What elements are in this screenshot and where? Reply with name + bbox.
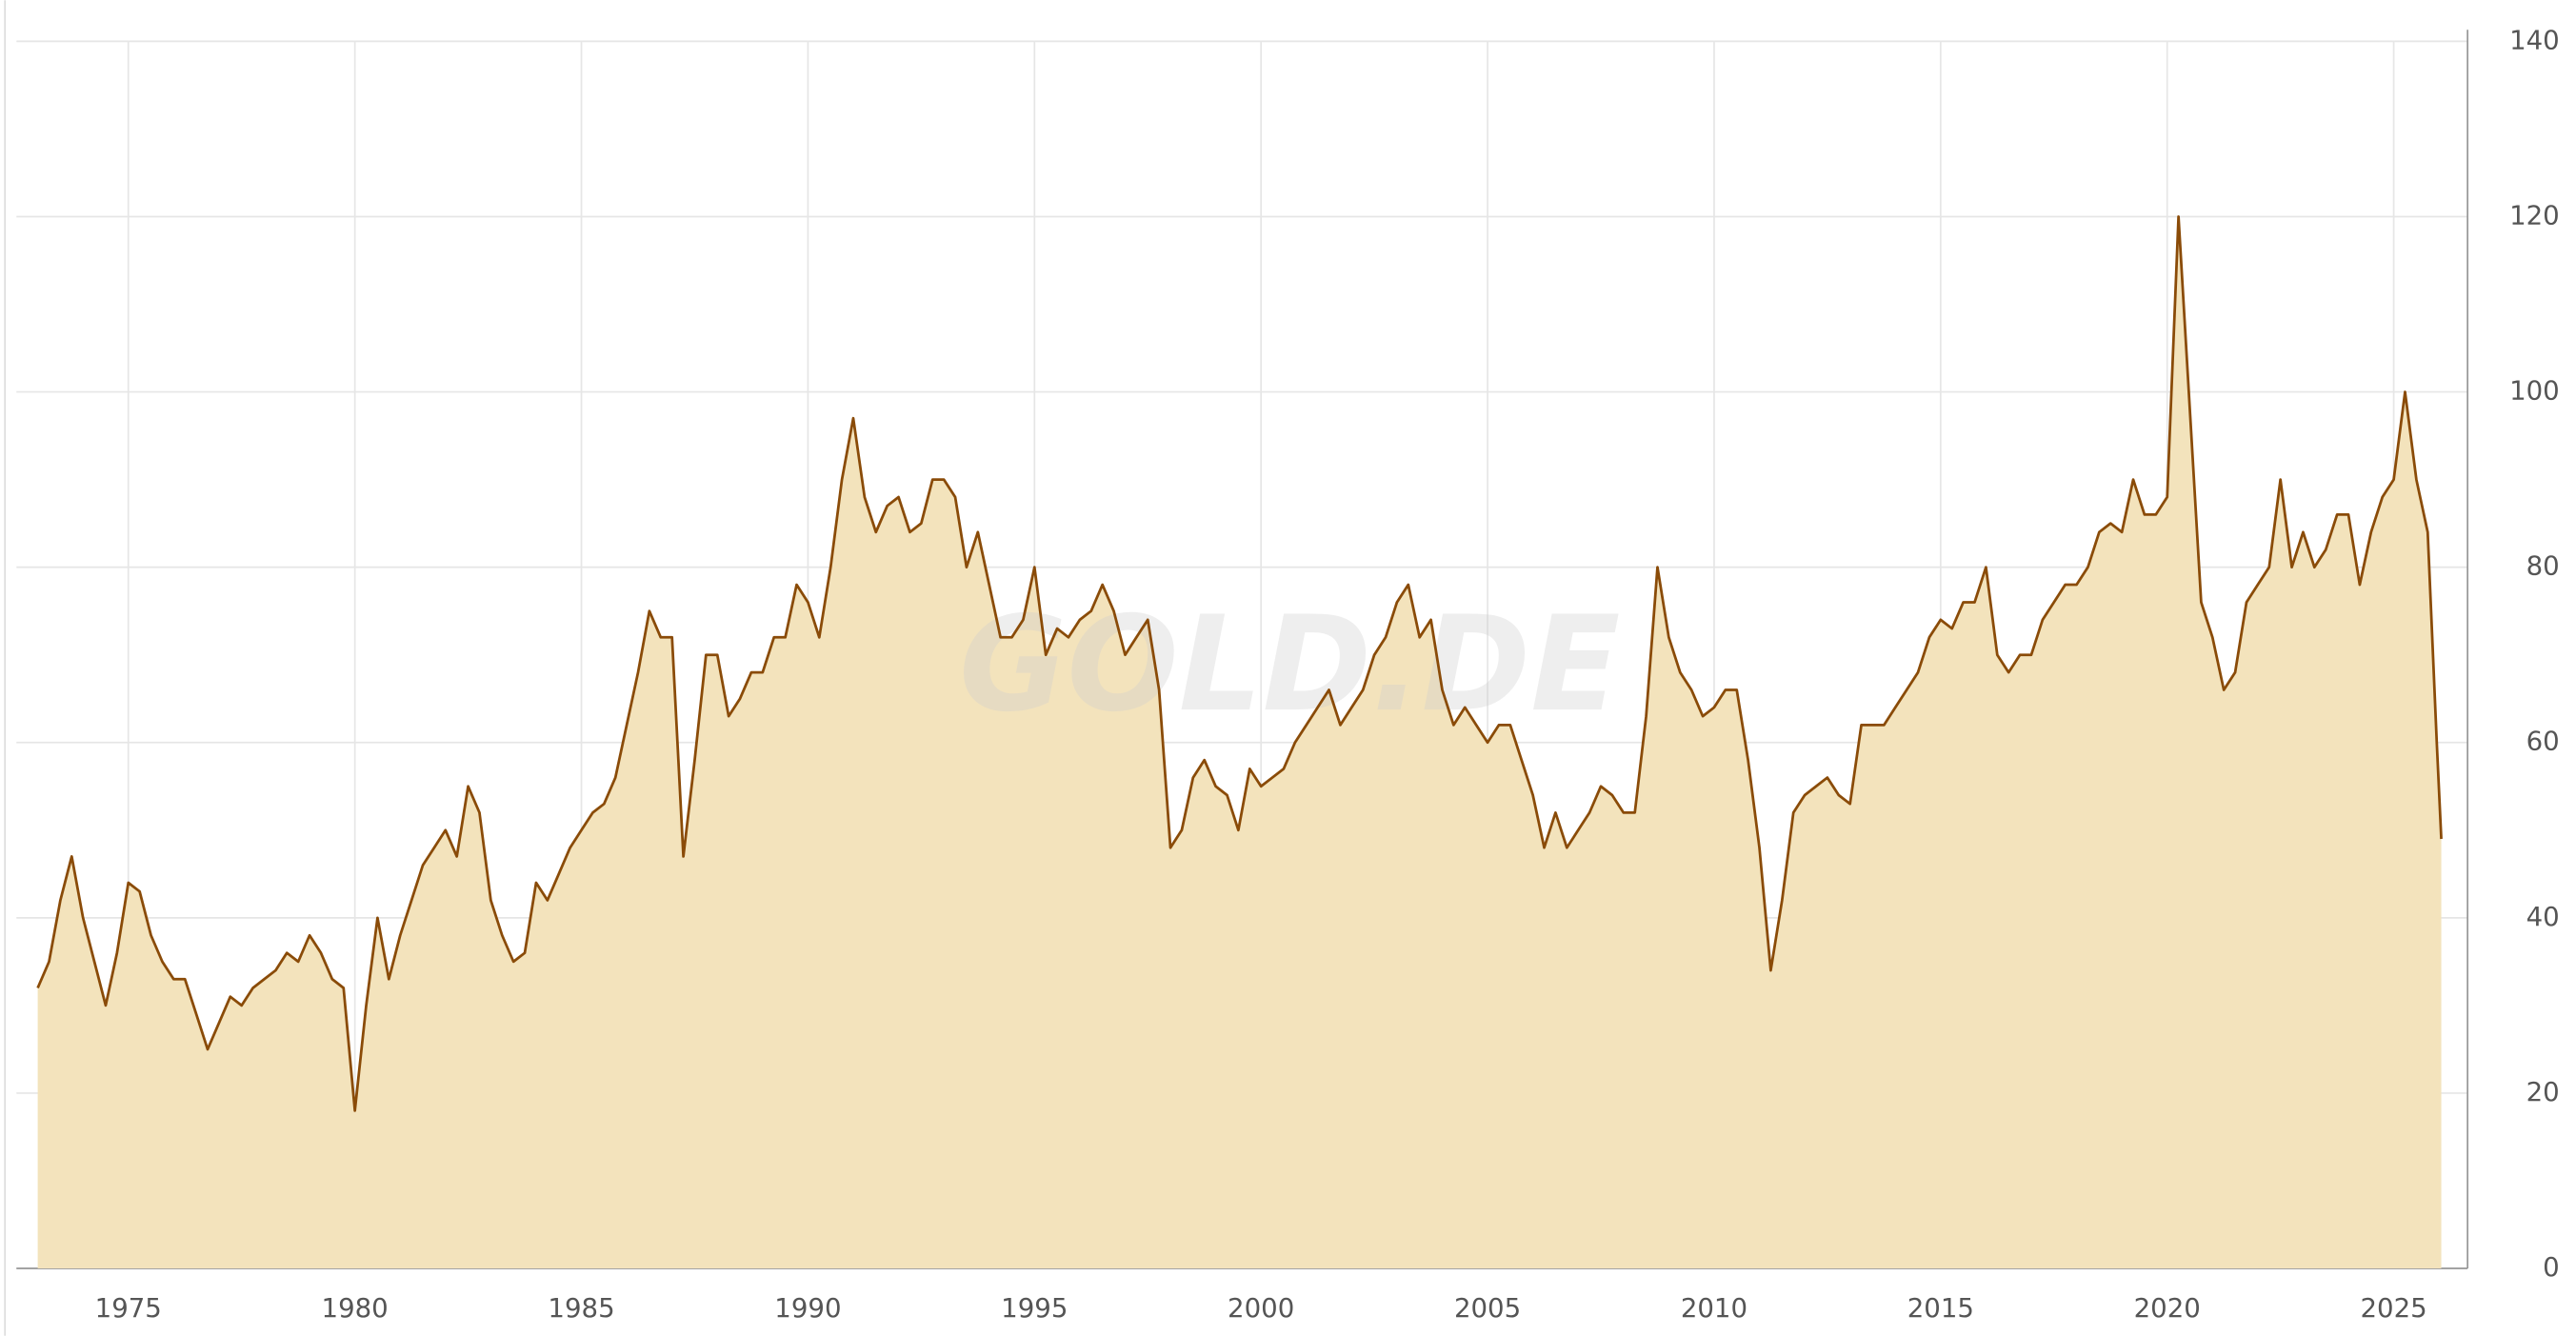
- y-tick-label: 0: [2543, 1251, 2560, 1283]
- x-tick-label: 1980: [322, 1292, 389, 1324]
- x-tick-label: 1990: [774, 1292, 841, 1324]
- x-tick-label: 1975: [95, 1292, 162, 1324]
- y-tick-label: 60: [2526, 726, 2560, 757]
- line: [36, 215, 2443, 1112]
- x-tick-label: 2025: [2360, 1292, 2426, 1324]
- x-tick-label: 1985: [548, 1292, 614, 1324]
- y-tick-label: 100: [2509, 375, 2560, 407]
- x-tick-label: 2020: [2134, 1292, 2201, 1324]
- x-tick-label: 2000: [1228, 1292, 1294, 1324]
- x-tick-label: 2010: [1681, 1292, 1747, 1324]
- y-tick-label: 40: [2526, 901, 2560, 932]
- y-tick-label: 80: [2526, 550, 2560, 582]
- x-tick-label: 1995: [1001, 1292, 1068, 1324]
- y-tick-label: 140: [2509, 24, 2560, 55]
- y-tick-label: 20: [2526, 1076, 2560, 1107]
- watermark: GOLD.DE: [959, 588, 1620, 741]
- x-tick-label: 2005: [1454, 1292, 1521, 1324]
- y-tick-label: 120: [2509, 199, 2560, 230]
- area-fill: [37, 216, 2442, 1269]
- x-tick-label: 2015: [1907, 1292, 1974, 1324]
